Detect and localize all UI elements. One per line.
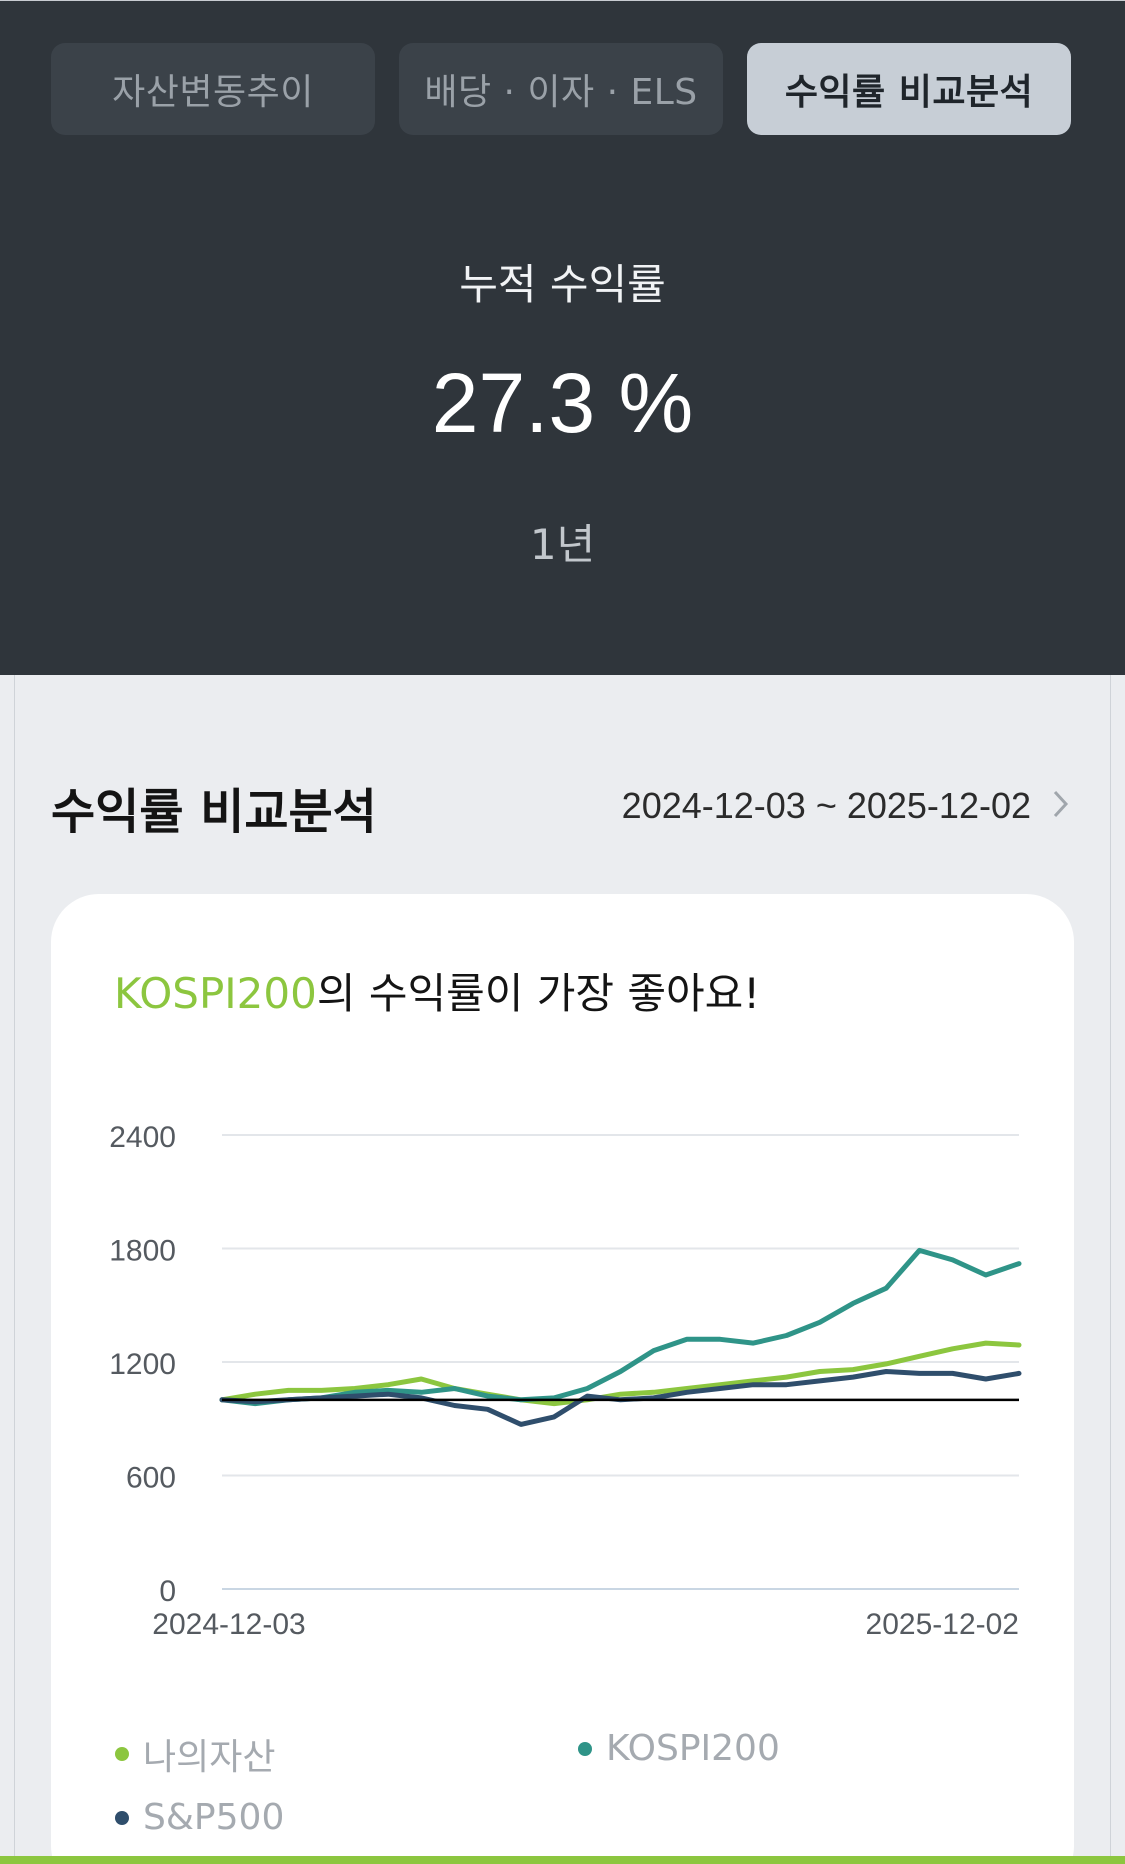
headline-highlight: KOSPI200 [114,969,317,1018]
cumulative-return-label: 누적 수익률 [459,260,666,309]
legend-dot [115,1810,129,1825]
tab-dividend-interest-els[interactable]: 배당 · 이자 · ELS [399,43,723,135]
frame-border-right [1110,0,1111,1864]
series-line-0 [219,1340,1022,1407]
bottom-accent-bar [0,1856,1125,1864]
tab-asset-trend[interactable]: 자산변동추이 [51,43,375,135]
period-label: 1년 [529,520,596,569]
cumulative-return-value: 27.3 % [431,356,694,450]
legend-item-sp500: S&P500 [115,1797,284,1838]
legend-label: KOSPI200 [606,1728,780,1769]
summary-panel: 자산변동추이 배당 · 이자 · ELS 수익률 비교분석 누적 수익률 27.… [0,0,1125,675]
legend-item-kospi200: KOSPI200 [578,1728,780,1769]
y-tick-label: 600 [126,1462,176,1495]
chevron-right-icon [1053,785,1069,827]
legend-label: 나의자산 [143,1737,276,1778]
legend-dot [115,1747,129,1761]
section-title: 수익률 비교분석 [51,784,377,840]
x-tick-label: 2024-12-03 [152,1608,305,1641]
return-chart: 2400 1800 1200 600 0 2024-12-03 2025-12-02 [51,1100,1074,1660]
series-line-1 [219,1247,1022,1407]
frame-border-left [14,0,15,1864]
chart-card [51,894,1074,1864]
date-range-text: 2024-12-03 ~ 2025-12-02 [621,785,1031,826]
chart-headline: KOSPI200의 수익률이 가장 좋아요! [114,960,760,1021]
legend-dot [578,1741,592,1756]
series-line-2 [219,1369,1022,1427]
y-tick-label: 1800 [109,1235,176,1268]
x-tick-label: 2025-12-02 [866,1608,1019,1641]
y-tick-label: 0 [159,1575,176,1608]
headline-text: 의 수익률이 가장 좋아요! [316,969,761,1018]
tab-return-comparison[interactable]: 수익률 비교분석 [747,43,1071,135]
y-tick-label: 1200 [109,1348,176,1381]
legend-label: S&P500 [143,1797,285,1838]
y-tick-label: 2400 [109,1121,176,1154]
date-range-selector[interactable]: 2024-12-03 ~ 2025-12-02 [622,785,1069,827]
legend-item-my-assets: 나의자산 [115,1728,275,1780]
